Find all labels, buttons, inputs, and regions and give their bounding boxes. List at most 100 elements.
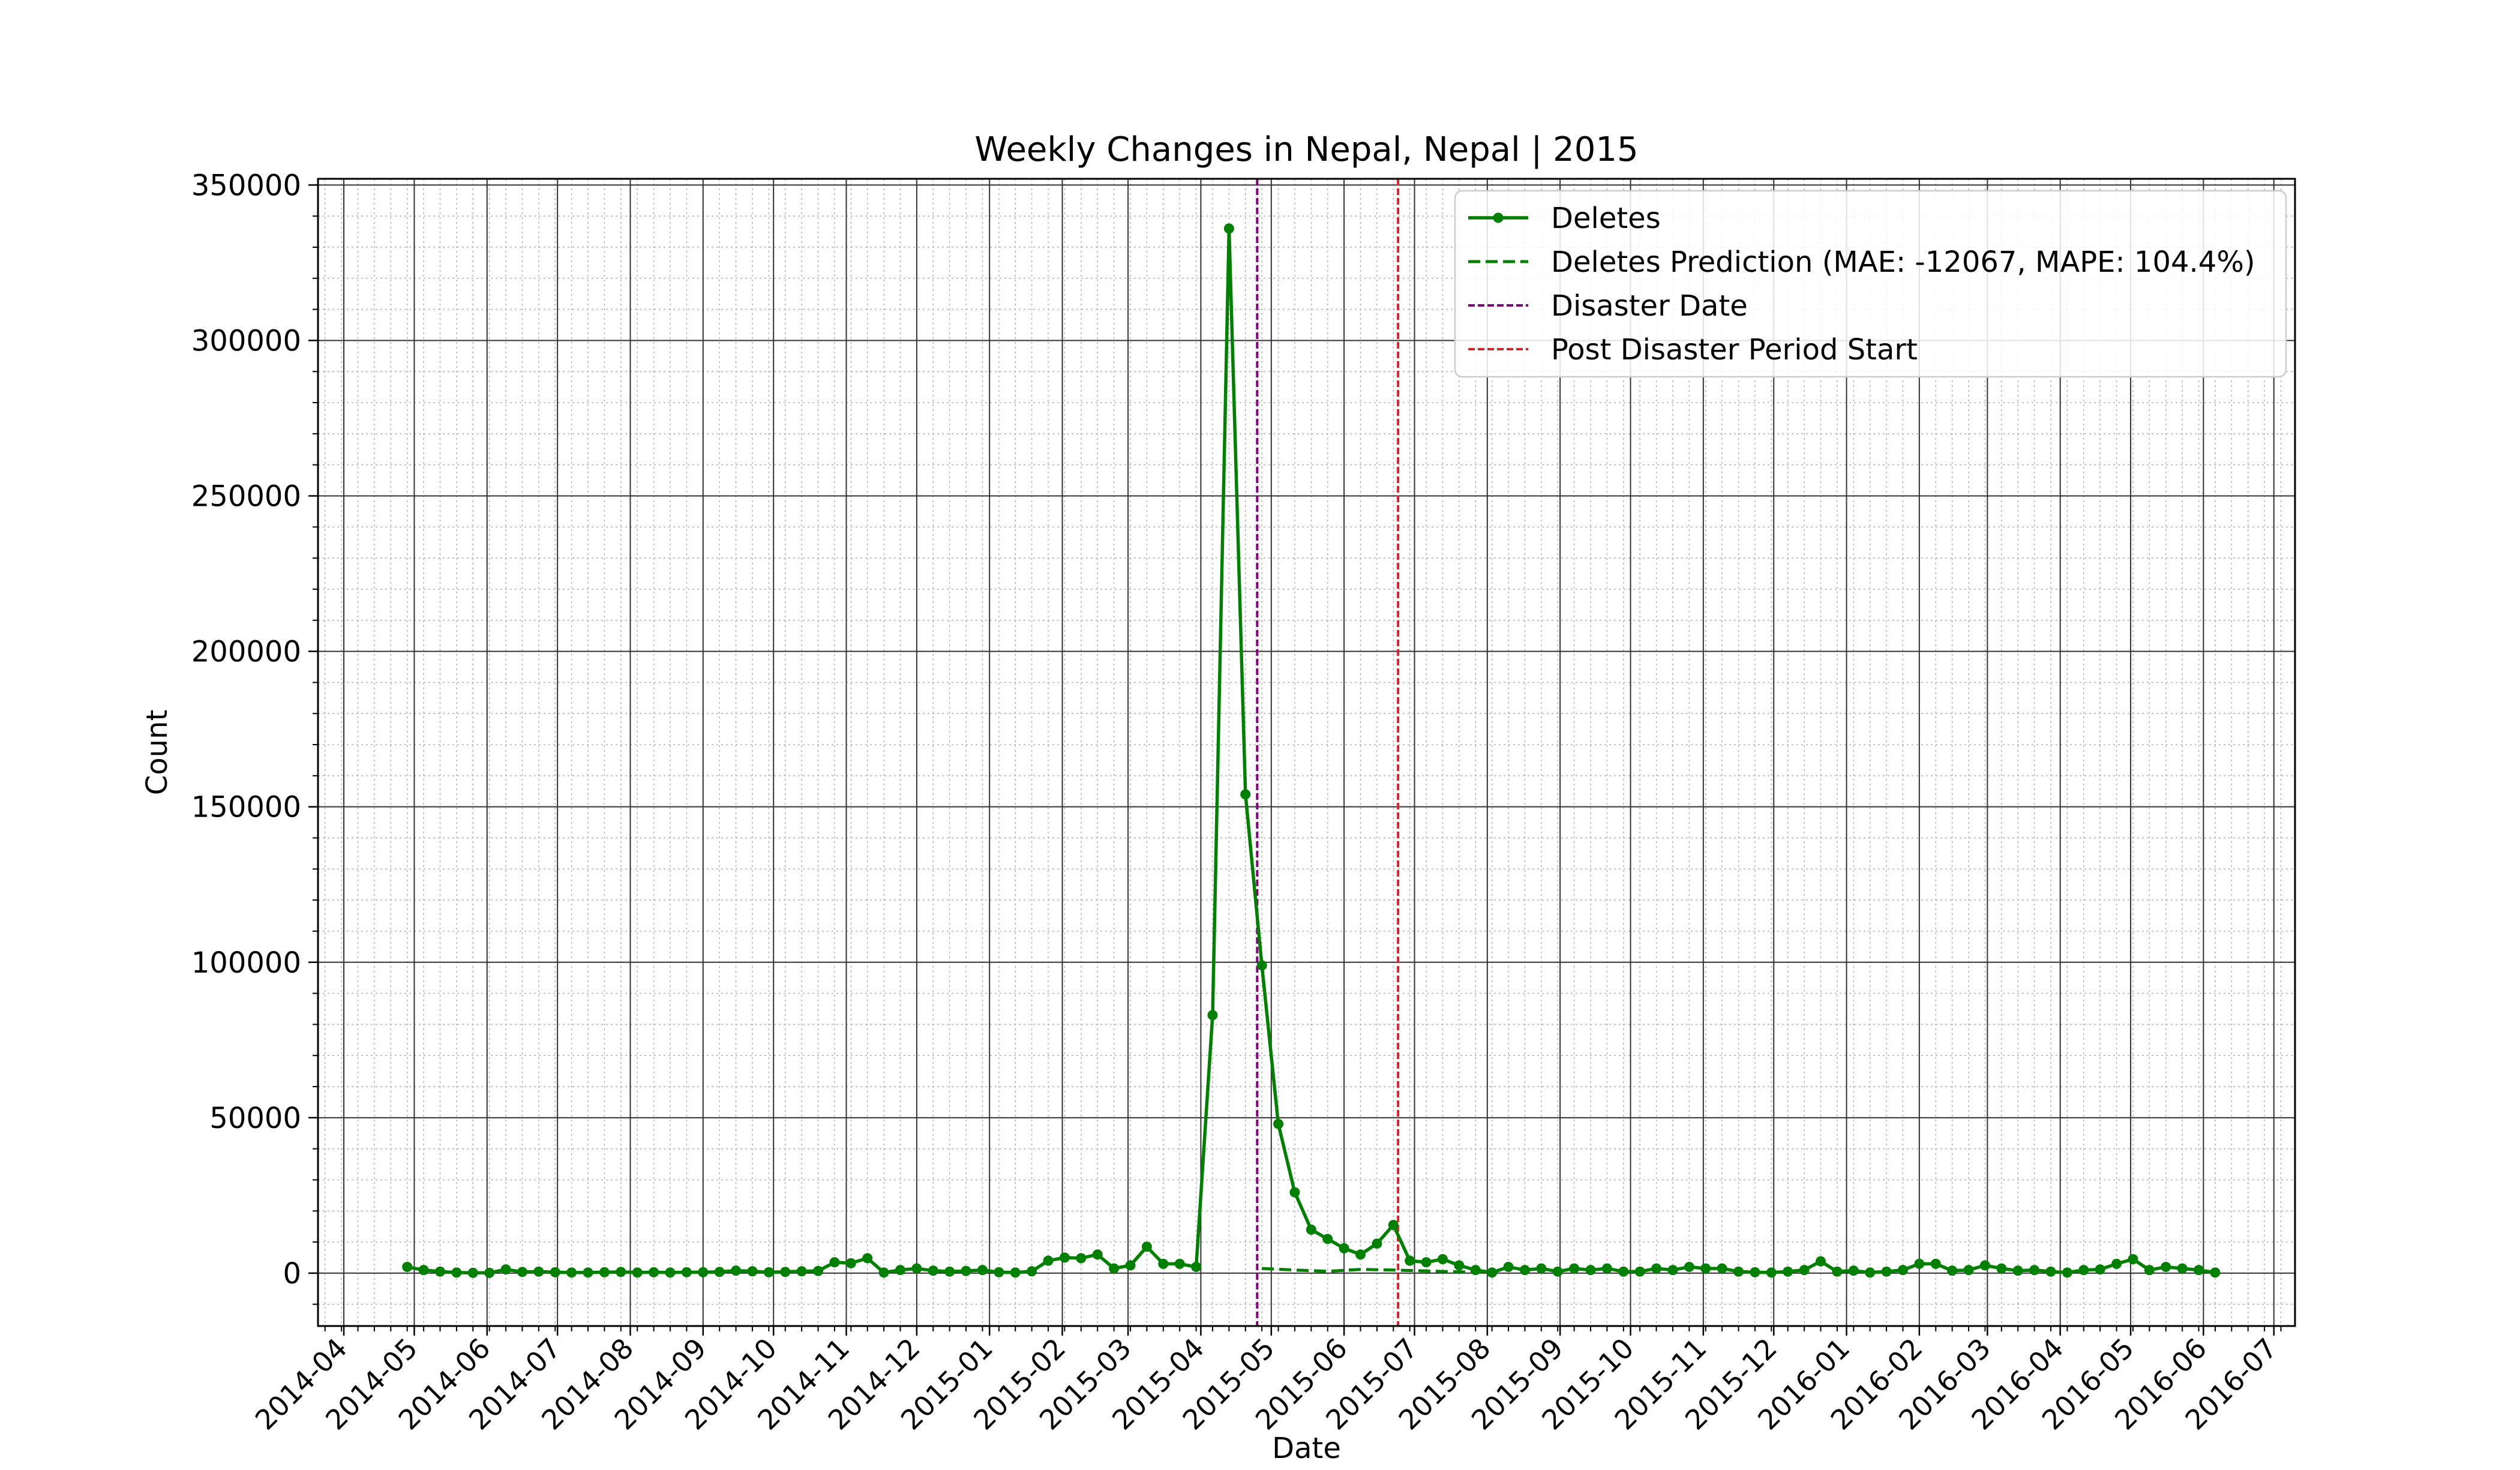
data-point [1207, 1010, 1218, 1021]
data-point [2210, 1267, 2221, 1278]
data-point [1930, 1258, 1941, 1269]
data-point [1601, 1263, 1612, 1274]
data-point [1717, 1263, 1727, 1274]
plot-frame [317, 178, 2296, 1327]
data-point [418, 1265, 429, 1276]
legend-label: Disaster Date [1551, 289, 1748, 323]
data-point [2177, 1263, 2188, 1274]
data-point [566, 1267, 577, 1278]
data-point [1914, 1258, 1925, 1269]
data-point [1832, 1266, 1843, 1277]
data-point [2078, 1265, 2089, 1276]
event-lines [1256, 179, 1400, 1326]
data-point [878, 1267, 889, 1278]
data-point [2095, 1264, 2105, 1275]
data-point [928, 1265, 938, 1276]
legend: Deletes Deletes Prediction (MAE: -12067, … [1454, 190, 2287, 378]
data-point [434, 1266, 445, 1277]
data-point [1339, 1243, 1349, 1253]
data-point [533, 1266, 544, 1277]
x-axis-label: Date [1272, 1432, 1341, 1465]
data-point [599, 1267, 610, 1277]
data-point [2029, 1265, 2040, 1276]
data-point [2128, 1254, 2138, 1265]
data-point [1766, 1267, 1777, 1278]
data-point [1174, 1258, 1185, 1269]
data-point [1388, 1220, 1399, 1231]
data-point [1125, 1260, 1136, 1271]
data-point [1223, 223, 1234, 234]
data-point [583, 1267, 593, 1278]
data-point [1405, 1255, 1415, 1266]
data-point [2045, 1266, 2056, 1277]
data-point [763, 1267, 774, 1277]
data-point [1109, 1263, 1120, 1274]
data-point [1010, 1267, 1021, 1278]
data-point [632, 1267, 643, 1278]
y-tick-label: 200000 [191, 635, 301, 669]
data-point [1306, 1224, 1316, 1235]
data-point [780, 1267, 791, 1277]
data-point [1865, 1267, 1876, 1278]
legend-box [1454, 190, 2287, 378]
data-point [1996, 1263, 2007, 1274]
data-point [1651, 1263, 1662, 1274]
data-point [944, 1266, 955, 1277]
data-point [1979, 1260, 1990, 1271]
data-point [2194, 1265, 2204, 1276]
data-point [862, 1253, 873, 1264]
data-point [451, 1267, 462, 1278]
data-point [1947, 1265, 1958, 1276]
data-point [1750, 1267, 1760, 1277]
data-point [796, 1266, 807, 1277]
data-point [1470, 1265, 1481, 1276]
data-point [731, 1265, 742, 1276]
data-point [977, 1265, 988, 1276]
data-point [517, 1267, 527, 1277]
prediction-line [1261, 1267, 1492, 1274]
data-point [961, 1265, 971, 1276]
data-point [1634, 1266, 1645, 1277]
data-point [500, 1264, 511, 1275]
data-point [1454, 1260, 1465, 1271]
data-point [467, 1267, 478, 1278]
legend-label: Deletes [1551, 202, 1661, 235]
data-point [1963, 1265, 1974, 1276]
y-tick-label: 300000 [191, 324, 301, 358]
y-tick-label: 150000 [191, 791, 301, 824]
legend-label: Deletes Prediction (MAE: -12067, MAPE: 1… [1551, 245, 2255, 279]
data-point [1141, 1241, 1152, 1252]
data-point [1881, 1266, 1892, 1277]
data-point [2111, 1258, 2122, 1269]
data-point [1191, 1262, 1202, 1273]
data-point [1848, 1265, 1859, 1276]
data-point [681, 1267, 692, 1277]
y-tick-label: 100000 [191, 946, 301, 980]
data-point [1783, 1266, 1793, 1277]
y-tick-label: 350000 [191, 169, 301, 202]
legend-marker [1493, 212, 1504, 223]
data-point [813, 1265, 824, 1276]
data-point [1667, 1265, 1678, 1276]
data-point [1076, 1253, 1087, 1264]
data-point [1355, 1249, 1366, 1260]
data-point [829, 1257, 840, 1268]
data-point [1503, 1262, 1514, 1273]
data-point [1618, 1266, 1629, 1277]
data-point [649, 1267, 659, 1277]
data-point [1733, 1266, 1744, 1277]
data-point [714, 1267, 725, 1277]
data-point [1799, 1265, 1810, 1276]
data-point [994, 1267, 1004, 1277]
data-point [2012, 1265, 2023, 1276]
y-tick-label: 250000 [191, 480, 301, 514]
data-point [2062, 1267, 2072, 1278]
data-point [665, 1267, 676, 1278]
data-point [1158, 1258, 1169, 1269]
data-point [1273, 1118, 1284, 1129]
data-point [484, 1267, 495, 1278]
data-point [2144, 1265, 2155, 1276]
series-layer [402, 223, 2221, 1278]
data-point [2161, 1262, 2171, 1273]
data-point [1322, 1234, 1333, 1244]
